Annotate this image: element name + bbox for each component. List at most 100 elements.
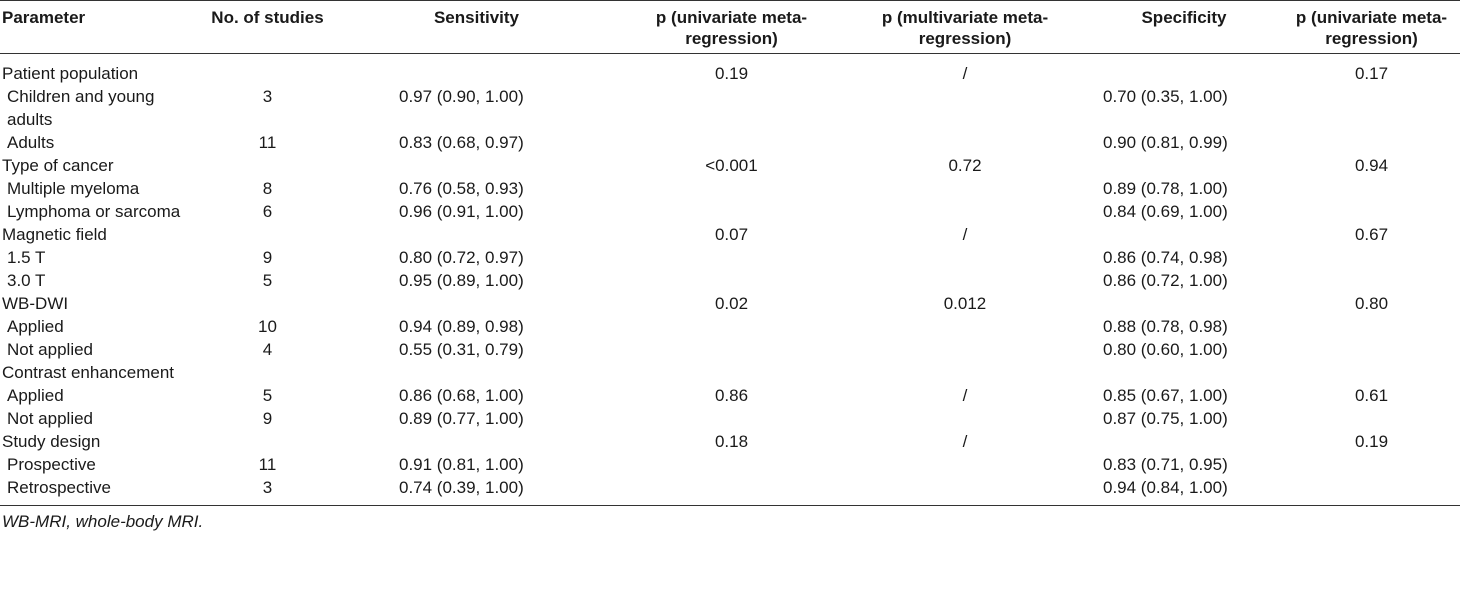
- cell-p-univariate-specificity: [1283, 85, 1460, 131]
- table-footnote: WB-MRI, whole-body MRI.: [2, 512, 204, 531]
- cell-p-univariate: [618, 338, 845, 361]
- cell-p-univariate: 0.07: [714, 225, 749, 244]
- cell-p-univariate-specificity: [1283, 200, 1460, 223]
- cell-specificity: 0.80 (0.60, 1.00): [1103, 340, 1228, 359]
- cell-specificity: [1085, 430, 1283, 453]
- cell-specificity: [1085, 54, 1283, 86]
- table-row-subgroup: Not applied 4 0.55 (0.31, 0.79) 0.80 (0.60,…: [0, 338, 1460, 361]
- cell-sensitivity: 0.83 (0.68, 0.97): [399, 133, 524, 152]
- cell-p-multivariate: [845, 407, 1085, 430]
- cell-sensitivity: 0.80 (0.72, 0.97): [399, 248, 524, 267]
- cell-p-multivariate: [845, 246, 1085, 269]
- cell-p-univariate-specificity: [1283, 453, 1460, 476]
- cell-sensitivity: 0.76 (0.58, 0.93): [399, 179, 524, 198]
- cell-p-univariate: [618, 85, 845, 131]
- cell-p-univariate: [618, 269, 845, 292]
- cell-p-univariate: 0.02: [714, 294, 749, 313]
- cell-p-multivariate: [845, 361, 1085, 384]
- cell-specificity: 0.94 (0.84, 1.00): [1085, 476, 1283, 506]
- cell-p-univariate-specificity: [1283, 361, 1460, 384]
- cell-p-univariate: [618, 407, 845, 430]
- header-sensitivity: Sensitivity: [335, 0, 618, 54]
- table-row-subgroup: Multiple myeloma 8 0.76 (0.58, 0.93) 0.89 (…: [0, 177, 1460, 200]
- cell-p-multivariate: [845, 453, 1085, 476]
- cell-p-univariate-specificity: [1283, 177, 1460, 200]
- table-row-subgroup: Adults 11 0.83 (0.68, 0.97) 0.90 (0.81, 0.9…: [0, 131, 1460, 154]
- cell-p-univariate: [618, 200, 845, 223]
- cell-sensitivity: 0.97 (0.90, 1.00): [399, 87, 524, 106]
- header-p-multivariate: p (multivariate meta-regression): [845, 0, 1085, 54]
- table-row-subgroup: Applied 10 0.94 (0.89, 0.98) 0.88 (0.78, 0.…: [0, 315, 1460, 338]
- cell-no-of-studies: [200, 54, 335, 86]
- cell-specificity: [1085, 223, 1283, 246]
- cell-parameter: Children and young adults: [7, 87, 155, 129]
- table-row-parameter: WB-DWI 0.02 0.012 0.80: [0, 292, 1460, 315]
- cell-sensitivity: 0.55 (0.31, 0.79): [399, 340, 524, 359]
- cell-parameter: Not applied: [7, 340, 94, 359]
- table-row-subgroup: Applied 5 0.86 (0.68, 1.00) 0.86 / 0.85 (0.67…: [0, 384, 1460, 407]
- cell-parameter: 3.0 T: [7, 271, 46, 290]
- cell-sensitivity: [335, 154, 618, 177]
- cell-sensitivity: 0.94 (0.89, 0.98): [399, 317, 524, 336]
- cell-parameter: Adults: [7, 133, 55, 152]
- cell-specificity: [1085, 361, 1283, 384]
- cell-p-multivariate: [845, 476, 1085, 506]
- table-row-parameter: Patient population 0.19 / 0.17: [0, 54, 1460, 86]
- cell-specificity: 0.87 (0.75, 1.00): [1103, 409, 1228, 428]
- cell-p-multivariate: /: [962, 225, 968, 244]
- table-row-subgroup: Prospective 11 0.91 (0.81, 1.00) 0.83 (0.71…: [0, 453, 1460, 476]
- cell-parameter: Applied: [7, 386, 64, 405]
- cell-p-multivariate: [845, 269, 1085, 292]
- cell-specificity: 0.84 (0.69, 1.00): [1103, 202, 1228, 221]
- cell-p-univariate-specificity: 0.19: [1354, 432, 1389, 451]
- cell-p-multivariate: /: [962, 432, 968, 451]
- cell-p-multivariate: /: [962, 64, 968, 83]
- cell-no-of-studies: 3: [262, 87, 273, 106]
- cell-p-multivariate: [845, 131, 1085, 154]
- cell-parameter: Study design: [2, 432, 101, 451]
- cell-p-univariate: [618, 361, 845, 384]
- cell-no-of-studies: [200, 430, 335, 453]
- table-row-parameter: Study design 0.18 / 0.19: [0, 430, 1460, 453]
- cell-p-univariate: [618, 246, 845, 269]
- cell-p-multivariate: 0.72: [948, 156, 982, 175]
- cell-no-of-studies: 10: [258, 317, 277, 336]
- cell-sensitivity: [335, 292, 618, 315]
- cell-p-univariate: [618, 177, 845, 200]
- cell-sensitivity: [335, 223, 618, 246]
- cell-parameter: Type of cancer: [2, 156, 114, 175]
- cell-p-multivariate: 0.012: [943, 294, 987, 313]
- cell-no-of-studies: 11: [258, 133, 277, 152]
- cell-no-of-studies: 11: [258, 455, 277, 474]
- header-p-univariate: p (univariate meta-regression): [618, 0, 845, 54]
- cell-parameter: Not applied: [7, 409, 94, 428]
- table-body: Patient population 0.19 / 0.17 Children and …: [0, 54, 1460, 506]
- table-row-subgroup: Retrospective 3 0.74 (0.39, 1.00) 0.94 (0.8…: [0, 476, 1460, 506]
- cell-p-univariate: 0.86: [714, 386, 749, 405]
- cell-sensitivity: 0.86 (0.68, 1.00): [399, 386, 524, 405]
- cell-specificity: [1085, 292, 1283, 315]
- cell-sensitivity: [335, 54, 618, 86]
- cell-p-multivariate: /: [962, 386, 968, 405]
- cell-parameter: Retrospective: [0, 476, 200, 506]
- header-p-univariate-specificity: p (univariate meta-regression): [1283, 0, 1460, 54]
- cell-no-of-studies: 9: [262, 248, 273, 267]
- table-row-parameter: Magnetic field 0.07 / 0.67: [0, 223, 1460, 246]
- cell-parameter: Prospective: [7, 455, 96, 474]
- cell-p-univariate: [618, 315, 845, 338]
- cell-no-of-studies: [200, 361, 335, 384]
- cell-no-of-studies: [200, 292, 335, 315]
- cell-no-of-studies: 5: [262, 271, 273, 290]
- cell-p-univariate-specificity: [1283, 246, 1460, 269]
- cell-no-of-studies: 3: [200, 476, 335, 506]
- table-row-subgroup: Lymphoma or sarcoma 6 0.96 (0.91, 1.00) 0.8…: [0, 200, 1460, 223]
- cell-sensitivity: [335, 361, 618, 384]
- table-row-parameter: Type of cancer <0.001 0.72 0.94: [0, 154, 1460, 177]
- table-row-subgroup: 1.5 T 9 0.80 (0.72, 0.97) 0.86 (0.74, 0.98): [0, 246, 1460, 269]
- cell-p-univariate: [618, 453, 845, 476]
- header-parameter: Parameter: [0, 0, 200, 54]
- cell-p-univariate-specificity: [1283, 338, 1460, 361]
- cell-p-multivariate: [845, 338, 1085, 361]
- cell-p-univariate-specificity: 0.61: [1354, 386, 1389, 405]
- cell-sensitivity: 0.95 (0.89, 1.00): [399, 271, 524, 290]
